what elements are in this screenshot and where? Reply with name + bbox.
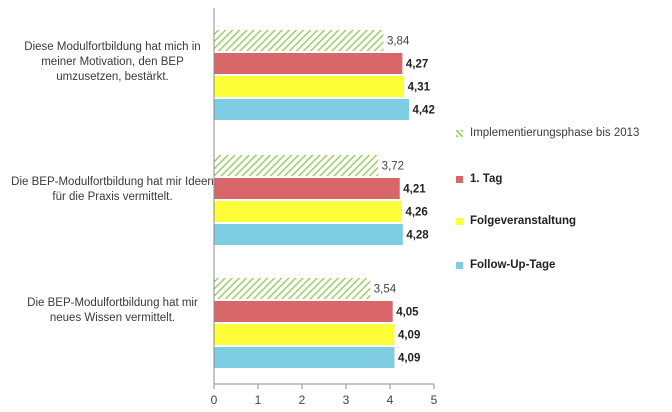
value-label: 4,27 [406,59,428,71]
x-tick-label: 2 [299,393,306,407]
bar-2-category-2 [214,178,400,199]
bar-2-category-1 [214,53,403,74]
value-label: 4,31 [408,82,431,94]
category-label-knowledge: Die BEP-Modulfortbildung hat mir neues W… [27,297,198,324]
legend-item-1-tag: 1. Tag [456,172,502,187]
category-label-ideas: Die BEP-Modulfortbildung hat mir Ideen f… [11,176,214,203]
legend-label: Implementierungsphase bis 2013 [470,127,640,139]
bar-4-category-2 [214,224,403,245]
bar-2-category-3 [214,301,393,322]
legend-swatch-red [456,176,463,183]
x-tick-label: 5 [431,393,438,407]
value-label: 4,09 [398,330,420,342]
value-label: 4,05 [396,307,419,319]
legend-item-folgeveranstaltung: Folgeveranstaltung [456,214,576,229]
bar-1-category-3 [214,278,371,299]
x-tick-label: 0 [211,393,218,407]
value-label: 4,26 [405,207,427,219]
bar-4-category-1 [214,99,409,120]
x-tick-label: 1 [255,393,262,407]
value-label: 3,84 [387,36,410,48]
legend-swatch-yellow [456,218,463,225]
bar-1-category-1 [214,30,384,51]
legend-label: Follow-Up-Tage [470,259,556,271]
bar-3-category-2 [214,201,402,222]
value-label: 3,54 [374,284,397,296]
bar-3-category-3 [214,324,395,345]
bar-4-category-3 [214,347,395,368]
category-label-motivation: Diese Modulfortbildung hat mich in meine… [24,41,201,83]
value-label: 3,72 [382,161,404,173]
value-label: 4,28 [406,230,429,242]
legend-item-follow-up-tage: Follow-Up-Tage [456,258,555,273]
legend-swatch-hatched [456,130,463,137]
x-tick-label: 3 [343,393,350,407]
value-label: 4,21 [403,184,426,196]
legend-label: 1. Tag [470,173,503,185]
bar-3-category-1 [214,76,405,97]
value-label: 4,42 [412,105,434,117]
x-tick-label: 4 [387,393,394,407]
bar-1-category-2 [214,155,379,176]
legend-label: Folgeveranstaltung [470,215,577,227]
value-label: 4,09 [398,353,420,365]
legend-swatch-blue [456,262,463,269]
legend-item-implementierungsphase: Implementierungsphase bis 2013 [456,126,639,141]
